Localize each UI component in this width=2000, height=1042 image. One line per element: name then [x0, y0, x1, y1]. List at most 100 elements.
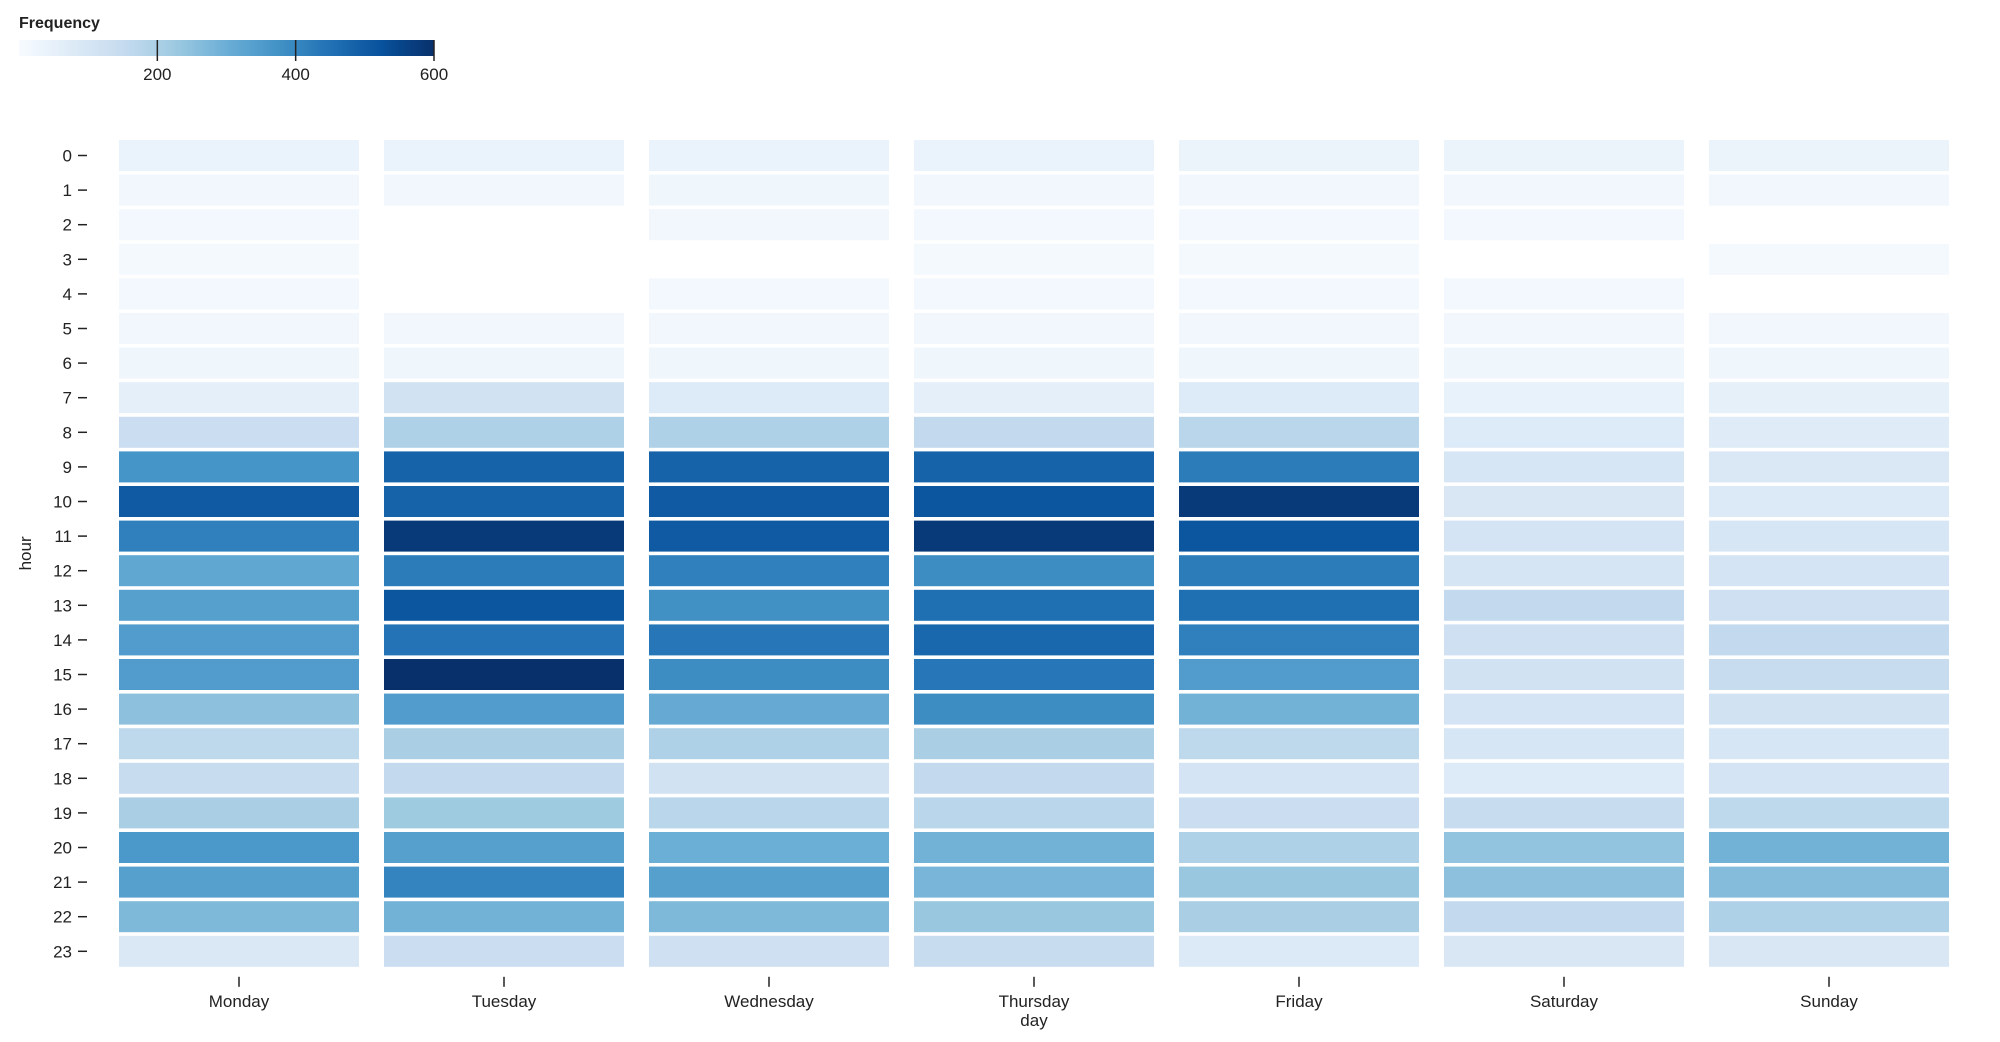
heatmap-cell [649, 901, 889, 933]
legend-tick-label: 400 [281, 65, 309, 84]
heatmap-cell [914, 520, 1154, 552]
heatmap-cell [384, 174, 624, 206]
heatmap-cell [384, 762, 624, 794]
heatmap-cell [384, 693, 624, 725]
y-tick-label: 19 [53, 804, 72, 823]
heatmap-cell [1444, 347, 1684, 379]
heatmap-cell [649, 693, 889, 725]
heatmap-cell [1179, 728, 1419, 760]
y-tick-label: 20 [53, 839, 72, 858]
heatmap-cell [384, 832, 624, 863]
y-tick-label: 12 [53, 562, 72, 581]
heatmap-cell [1709, 416, 1949, 448]
heatmap-cell [1179, 486, 1419, 517]
heatmap-cell [649, 866, 889, 898]
heatmap-cell [1709, 728, 1949, 760]
heatmap-cell [1709, 451, 1949, 483]
heatmap-cell [1179, 209, 1419, 241]
heatmap-cell [119, 935, 359, 967]
heatmap-cell [1709, 762, 1949, 794]
x-tick-label: Saturday [1530, 992, 1599, 1011]
heatmap-cell [384, 866, 624, 898]
y-tick-label: 21 [53, 873, 72, 892]
heatmap-cell [1179, 832, 1419, 863]
heatmap-cell [119, 901, 359, 933]
y-tick-label: 8 [63, 423, 72, 442]
heatmap-cell [914, 382, 1154, 414]
heatmap-cell [914, 866, 1154, 898]
heatmap-cell [384, 589, 624, 621]
heatmap-cell [649, 589, 889, 621]
heatmap-cell [119, 347, 359, 379]
heatmap-cell [1444, 728, 1684, 760]
heatmap-cell [649, 278, 889, 310]
heatmap-cell [384, 624, 624, 656]
heatmap-cell [119, 866, 359, 898]
y-tick-label: 11 [54, 527, 72, 546]
heatmap-cell [649, 832, 889, 863]
heatmap-cell [119, 243, 359, 275]
heatmap-cell [1444, 140, 1684, 171]
y-axis-title: hour [16, 536, 35, 570]
heatmap-cell [1709, 243, 1949, 275]
heatmap-cell [1444, 797, 1684, 829]
heatmap-cell [1444, 520, 1684, 552]
heatmap-cell [1179, 382, 1419, 414]
y-tick-label: 5 [63, 320, 72, 339]
heatmap-cell [1709, 624, 1949, 656]
heatmap-cell [914, 693, 1154, 725]
y-tick-label: 16 [53, 700, 72, 719]
heatmap-cell [649, 174, 889, 206]
heatmap-cell [1179, 589, 1419, 621]
y-tick-label: 6 [63, 354, 72, 373]
x-tick-label: Tuesday [472, 992, 537, 1011]
y-tick-label: 3 [63, 250, 72, 269]
heatmap-cell [1179, 659, 1419, 690]
x-tick-label: Monday [209, 992, 270, 1011]
heatmap-cell [384, 416, 624, 448]
heatmap-cell [1444, 382, 1684, 414]
heatmap-cell [1444, 451, 1684, 483]
heatmap-cell [649, 659, 889, 690]
heatmap-cell [1444, 866, 1684, 898]
heatmap-cell [914, 555, 1154, 587]
heatmap-cell [119, 382, 359, 414]
x-axis: Monday Tuesday Wednesday Thursday Friday Satu… [209, 976, 1858, 1011]
heatmap-cell [119, 728, 359, 760]
heatmap-cell [1444, 624, 1684, 656]
heatmap-cell [1179, 140, 1419, 171]
y-tick-label: 9 [63, 458, 72, 477]
y-tick-label: 23 [53, 942, 72, 961]
heatmap-cell [914, 728, 1154, 760]
heatmap-cell [384, 659, 624, 690]
heatmap-cell [1709, 659, 1949, 690]
y-tick-label: 15 [53, 666, 72, 685]
heatmap-cell [1444, 174, 1684, 206]
heatmap-cell [1444, 832, 1684, 863]
y-tick-label: 14 [53, 631, 72, 650]
y-tick-label: 4 [63, 285, 72, 304]
heatmap-cell [914, 486, 1154, 517]
heatmap-cell [914, 797, 1154, 829]
heatmap-cell [119, 693, 359, 725]
heatmap-cell [119, 520, 359, 552]
x-axis-title: day [1020, 1011, 1048, 1030]
heatmap-cell [914, 347, 1154, 379]
heatmap-cell [384, 728, 624, 760]
heatmap-cell [119, 313, 359, 344]
heatmap-cell [1709, 174, 1949, 206]
heatmap-cell [649, 416, 889, 448]
heatmap-cell [119, 416, 359, 448]
heatmap-cell [914, 140, 1154, 171]
heatmap-cell [1709, 589, 1949, 621]
y-tick-label: 10 [53, 493, 72, 512]
y-tick-label: 22 [53, 908, 72, 927]
heatmap-cell [384, 347, 624, 379]
heatmap-cell [384, 797, 624, 829]
heatmap-cell [1444, 762, 1684, 794]
heatmap-cell [914, 451, 1154, 483]
color-legend: Frequency 200 400 600 [19, 15, 448, 84]
legend-tick-label: 600 [420, 65, 448, 84]
heatmap-cell [1709, 797, 1949, 829]
heatmap-cell [649, 555, 889, 587]
